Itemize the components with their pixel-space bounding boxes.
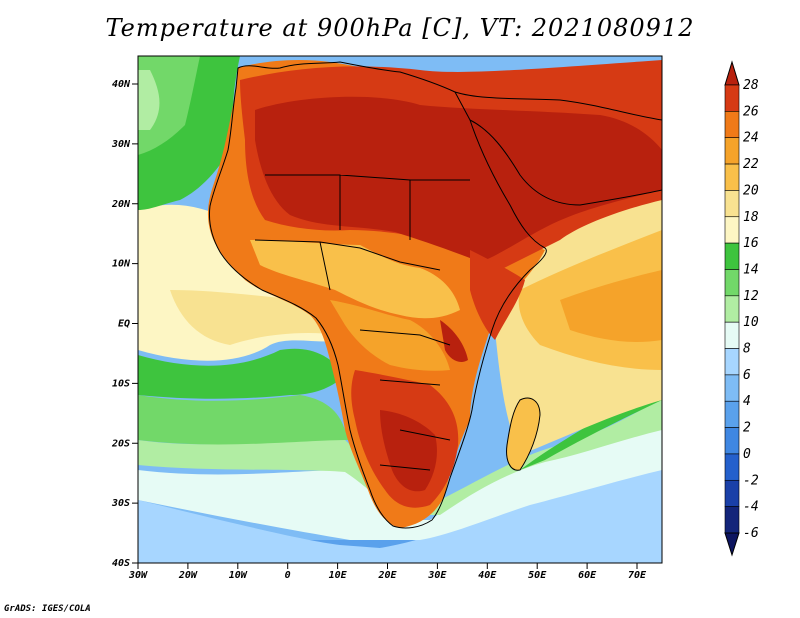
- colorbar-label: 6: [743, 368, 751, 383]
- lat-tick-label: 40S: [112, 558, 130, 569]
- lon-tick-label: 40E: [478, 570, 497, 581]
- colorbar-label: 4: [743, 394, 751, 409]
- lon-tick-label: 10E: [329, 570, 348, 581]
- colorbar-label: 2: [743, 421, 751, 436]
- colorbar-label: 14: [743, 262, 759, 277]
- lat-tick-label: EQ: [118, 319, 130, 330]
- colorbar-label: 16: [743, 236, 759, 251]
- lat-tick-label: 10S: [112, 378, 130, 389]
- colorbar-label: 10: [743, 315, 759, 330]
- colorbar-label: 28: [743, 78, 759, 93]
- colorbar-label: 0: [743, 447, 751, 462]
- colorbar-label: 20: [743, 183, 759, 198]
- colorbar-label: 26: [743, 104, 759, 119]
- colorbar-segment: [724, 111, 740, 139]
- colorbar-segment: [724, 453, 740, 481]
- lat-tick-label: 40N: [112, 79, 131, 90]
- latitude-axis: 40N 30N 20N 10N EQ 10S 20S 30S 40S: [111, 79, 138, 569]
- colorbar-segment: [724, 269, 740, 297]
- colorbar-segment: [724, 348, 740, 376]
- lon-tick-label: 30E: [427, 570, 447, 581]
- colorbar-segment: [724, 321, 740, 349]
- plot-frame: [137, 55, 663, 564]
- lon-tick-label: 10W: [229, 570, 248, 581]
- colorbar-label: -2: [743, 473, 759, 488]
- colorbar-label: 22: [743, 157, 759, 172]
- colorbar-label: -4: [743, 500, 759, 515]
- colorbar-label: -6: [743, 526, 759, 541]
- map-title: Temperature at 900hPa [C], VT: 202108091…: [105, 14, 695, 42]
- colorbar-cap-top: [724, 60, 740, 86]
- lon-tick-label: 0: [285, 570, 291, 581]
- colorbar-segment: [724, 479, 740, 507]
- lat-tick-label: 10N: [112, 259, 131, 270]
- lat-tick-label: 30S: [111, 498, 130, 509]
- colorbar-segment: [724, 374, 740, 402]
- lat-tick-label: 30N: [111, 139, 131, 150]
- colorbar-label: 18: [743, 210, 759, 225]
- lon-tick-label: 70E: [628, 570, 647, 581]
- lat-tick-label: 20S: [111, 438, 130, 449]
- colorbar-segment: [724, 427, 740, 455]
- credit-label: GrADS: IGES/COLA: [4, 604, 91, 614]
- colorbar-label: 24: [743, 131, 759, 146]
- lon-tick-label: 20W: [178, 570, 198, 581]
- lon-tick-label: 20E: [377, 570, 397, 581]
- lon-tick-label: 60E: [578, 570, 597, 581]
- colorbar-segment: [724, 163, 740, 191]
- colorbar-label: 12: [743, 289, 759, 304]
- lat-tick-label: 20N: [111, 199, 131, 210]
- lon-tick-label: 50E: [528, 570, 547, 581]
- colorbar-segment: [724, 190, 740, 218]
- colorbar-segment: [724, 400, 740, 428]
- colorbar-segment: [724, 137, 740, 165]
- colorbar-segment: [724, 84, 740, 112]
- longitude-axis: 30W 20W 10W 0 10E 20E 30E 40E 50E 60E 70E: [128, 563, 647, 581]
- colorbar-segment: [724, 242, 740, 270]
- colorbar-segment: [724, 295, 740, 323]
- field-layer: [138, 56, 662, 563]
- lon-tick-label: 30W: [128, 570, 148, 581]
- coastlines: [209, 61, 662, 529]
- colorbar-label: 8: [743, 342, 751, 357]
- colorbar-segment: [724, 216, 740, 244]
- colorbar-cap-bottom: [724, 532, 740, 557]
- colorbar-segment: [724, 506, 740, 534]
